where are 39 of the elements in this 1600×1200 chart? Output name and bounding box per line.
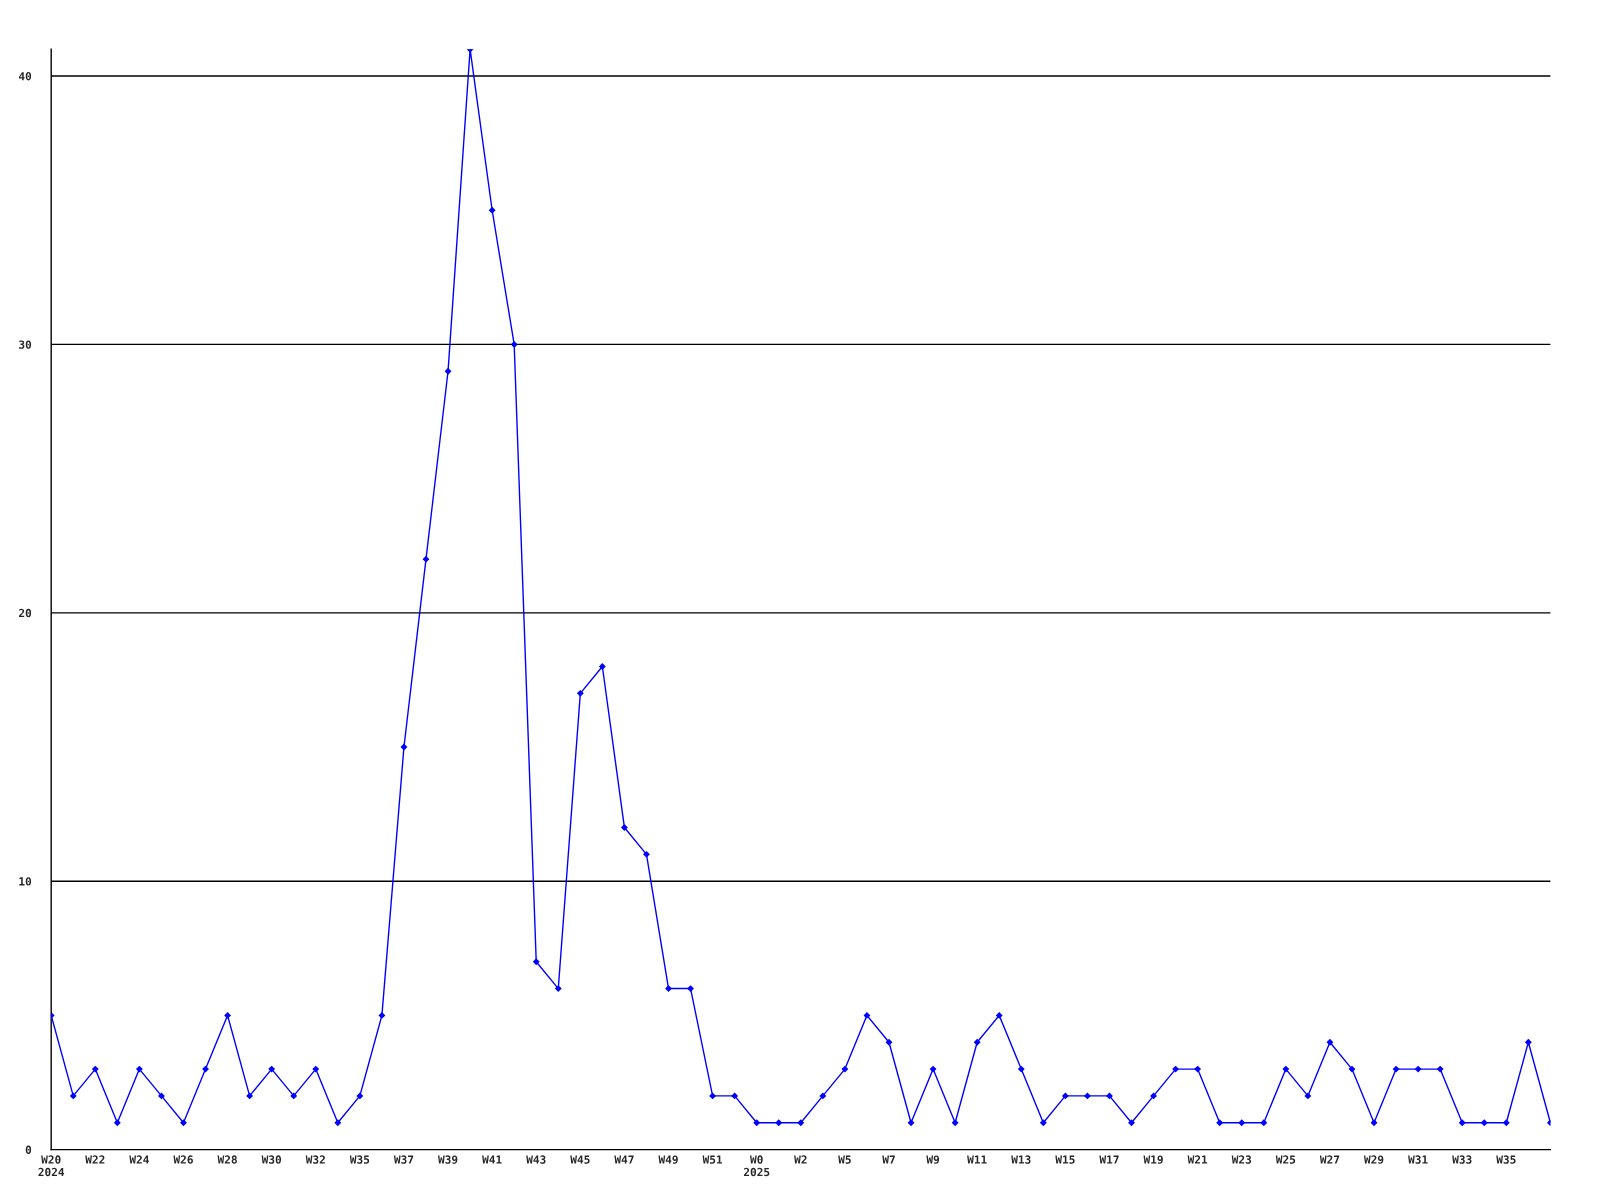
x-tick-label: W28 bbox=[217, 1155, 237, 1164]
x-tick-label: W15 bbox=[1055, 1155, 1075, 1164]
y-tick-label: 20 bbox=[19, 608, 32, 618]
x-tick-label: W5 bbox=[838, 1155, 851, 1164]
x-tick-label: W47 bbox=[614, 1155, 634, 1164]
x-tick-label: W30 bbox=[261, 1155, 282, 1164]
x-tick-label: W2 bbox=[794, 1155, 807, 1164]
x-tick-label: W24 bbox=[129, 1155, 149, 1164]
x-tick-label: W32 bbox=[305, 1155, 325, 1164]
x-tick-label: W21 bbox=[1187, 1155, 1208, 1164]
x-tick-label: W33 bbox=[1452, 1155, 1472, 1164]
x-tick-label: W49 bbox=[658, 1155, 678, 1164]
x-tick-label: W45 bbox=[570, 1155, 590, 1164]
x-tick-label: W11 bbox=[967, 1155, 987, 1164]
y-tick-label: 40 bbox=[18, 72, 32, 81]
x-tick-label: W22 bbox=[85, 1155, 105, 1164]
x-tick-label: W51 bbox=[702, 1155, 723, 1164]
x-tick-label: W0 2025 bbox=[743, 1155, 770, 1177]
x-tick-label: W19 bbox=[1143, 1155, 1163, 1164]
x-tick-label: W29 bbox=[1363, 1155, 1384, 1164]
x-tick-label: W35 bbox=[1496, 1155, 1516, 1164]
y-tick-label: 30 bbox=[19, 340, 32, 349]
x-tick-label: W27 bbox=[1319, 1155, 1340, 1164]
x-tick-label: W25 bbox=[1275, 1155, 1296, 1164]
y-tick-label: 10 bbox=[19, 877, 32, 886]
x-tick-label: W31 bbox=[1408, 1155, 1428, 1164]
x-tick-label: W41 bbox=[482, 1155, 502, 1164]
x-tick-label: W37 bbox=[393, 1155, 414, 1164]
x-tick-label: W20 2024 bbox=[38, 1155, 65, 1177]
x-tick-label: W39 bbox=[438, 1155, 458, 1164]
x-tick-label: W26 bbox=[173, 1155, 193, 1164]
x-tick-label: W13 bbox=[1011, 1155, 1031, 1164]
x-tick-label: W43 bbox=[526, 1155, 546, 1164]
x-tick-label: W9 bbox=[926, 1155, 940, 1164]
x-tick-label: W7 bbox=[882, 1155, 895, 1164]
x-tick-label: W23 bbox=[1231, 1155, 1252, 1164]
y-tick-label: 0 bbox=[25, 1145, 32, 1154]
x-tick-label: W35 bbox=[349, 1155, 370, 1164]
x-tick-label: W17 bbox=[1099, 1155, 1119, 1164]
